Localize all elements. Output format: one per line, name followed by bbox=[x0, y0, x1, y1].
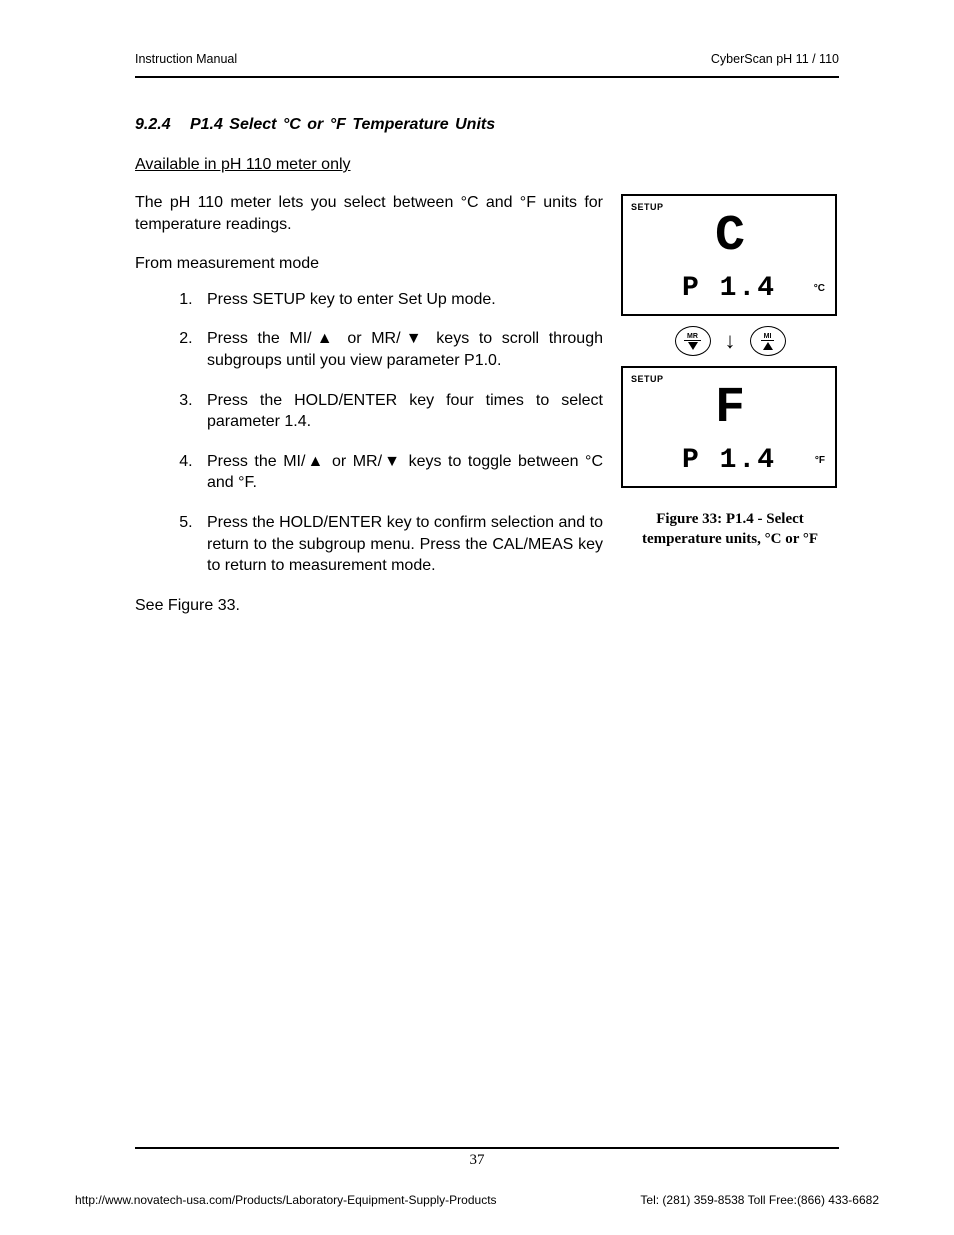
lead-line: From measurement mode bbox=[135, 253, 603, 275]
lcd-sub-value: P 1.4 bbox=[623, 273, 835, 304]
mr-label: MR bbox=[684, 333, 701, 341]
header-rule bbox=[135, 76, 839, 78]
header-left: Instruction Manual bbox=[135, 52, 237, 66]
lcd-main-value: F bbox=[623, 380, 835, 437]
figure-caption: Figure 33: P1.4 - Select temperature uni… bbox=[621, 510, 839, 549]
section-heading: 9.2.4 P1.4 Select °C or °F Temperature U… bbox=[135, 116, 839, 134]
lcd-sub-value: P 1.4 bbox=[623, 445, 835, 476]
mi-label: MI bbox=[761, 333, 775, 341]
caption-line-1: Figure 33: P1.4 - Select bbox=[656, 511, 804, 527]
figure-column: SETUP C P 1.4 °C MR ↓ MI SETUP F P 1 bbox=[621, 192, 839, 549]
page-header: Instruction Manual CyberScan pH 11 / 110 bbox=[135, 52, 839, 66]
steps-list: Press SETUP key to enter Set Up mode. Pr… bbox=[135, 289, 603, 577]
see-figure-line: See Figure 33. bbox=[135, 595, 603, 617]
up-triangle-icon bbox=[763, 342, 773, 350]
section-number: 9.2.4 bbox=[135, 116, 171, 133]
page-footer: http://www.novatech-usa.com/Products/Lab… bbox=[75, 1193, 879, 1207]
lcd-screen-top: SETUP C P 1.4 °C bbox=[621, 194, 837, 316]
footer-url: http://www.novatech-usa.com/Products/Lab… bbox=[75, 1193, 497, 1207]
intro-paragraph: The pH 110 meter lets you select between… bbox=[135, 192, 603, 235]
page-number: 37 bbox=[0, 1152, 954, 1169]
caption-line-2: temperature units, °C or °F bbox=[642, 531, 818, 547]
mi-up-button: MI bbox=[750, 326, 786, 356]
availability-note: Available in pH 110 meter only bbox=[135, 156, 839, 174]
step-item: Press the HOLD/ENTER key to confirm sele… bbox=[197, 512, 603, 577]
header-right: CyberScan pH 11 / 110 bbox=[711, 52, 839, 66]
body-text-column: The pH 110 meter lets you select between… bbox=[135, 192, 603, 616]
mr-down-button: MR bbox=[675, 326, 711, 356]
step-item: Press SETUP key to enter Set Up mode. bbox=[197, 289, 603, 311]
footer-rule bbox=[135, 1147, 839, 1149]
step-item: Press the HOLD/ENTER key four times to s… bbox=[197, 390, 603, 433]
lcd-unit-label: °F bbox=[815, 455, 825, 466]
lcd-unit-label: °C bbox=[814, 283, 825, 294]
lcd-main-value: C bbox=[623, 208, 835, 265]
flow-arrow-icon: ↓ bbox=[725, 330, 736, 352]
step-item: Press the MI/▲ or MR/▼ keys to toggle be… bbox=[197, 451, 603, 494]
down-triangle-icon bbox=[688, 342, 698, 350]
button-arrow-row: MR ↓ MI bbox=[621, 316, 839, 366]
section-title-text: P1.4 Select °C or °F Temperature Units bbox=[190, 116, 495, 133]
lcd-screen-bottom: SETUP F P 1.4 °F bbox=[621, 366, 837, 488]
step-item: Press the MI/▲ or MR/▼ keys to scroll th… bbox=[197, 328, 603, 371]
footer-phone: Tel: (281) 359-8538 Toll Free:(866) 433-… bbox=[640, 1193, 879, 1207]
